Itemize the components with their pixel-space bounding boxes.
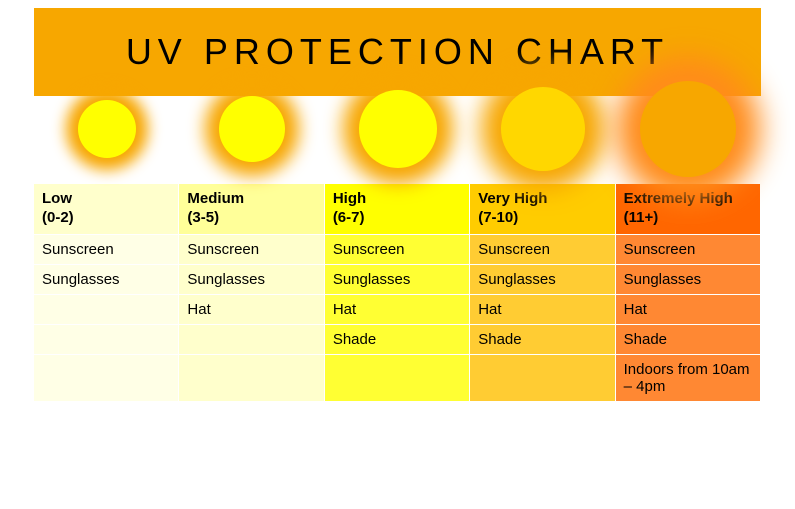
column-header: Low (0-2) [34,184,179,235]
table-row: SunscreenSunscreenSunscreenSunscreenSuns… [34,235,761,265]
table-row: SunglassesSunglassesSunglassesSunglasses… [34,265,761,295]
sun-cell-4 [616,74,761,184]
table-cell: Shade [325,325,470,355]
table-cell: Shade [470,325,615,355]
sun-cell-3 [470,74,615,184]
table-cell: Hat [470,295,615,325]
sun-cell-0 [34,74,179,184]
sun-icon [78,100,136,158]
table-cell [325,355,470,402]
chart-title: UV PROTECTION CHART [126,31,669,73]
table-cell [34,295,179,325]
table-cell: Sunscreen [616,235,761,265]
table-cell: Sunscreen [179,235,324,265]
column-header: Extremely High (11+) [616,184,761,235]
uv-table: Low (0-2)Medium (3-5)High (6-7)Very High… [34,184,761,402]
sun-icon [640,81,736,177]
table-cell: Sunscreen [470,235,615,265]
sun-icon [501,87,585,171]
table-cell: Indoors from 10am – 4pm [616,355,761,402]
table-cell: Sunglasses [34,265,179,295]
table-cell: Sunglasses [325,265,470,295]
table-cell: Hat [616,295,761,325]
sun-icon [359,90,437,168]
table-cell [179,355,324,402]
table-cell: Sunglasses [179,265,324,295]
table-cell [34,355,179,402]
table-row: ShadeShadeShade [34,325,761,355]
table-cell: Sunglasses [616,265,761,295]
table-cell: Hat [179,295,324,325]
table-cell [34,325,179,355]
table-row: HatHatHatHat [34,295,761,325]
table-cell: Hat [325,295,470,325]
column-header: Medium (3-5) [179,184,324,235]
sun-icon [219,96,285,162]
table-cell [179,325,324,355]
table-cell: Sunscreen [34,235,179,265]
table-header-row: Low (0-2)Medium (3-5)High (6-7)Very High… [34,184,761,235]
sun-row [34,74,761,184]
table-cell: Shade [616,325,761,355]
table-cell: Sunglasses [470,265,615,295]
table-cell: Sunscreen [325,235,470,265]
sun-cell-2 [325,74,470,184]
table-row: Indoors from 10am – 4pm [34,355,761,402]
column-header: High (6-7) [325,184,470,235]
sun-cell-1 [179,74,324,184]
column-header: Very High (7-10) [470,184,615,235]
table-cell [470,355,615,402]
